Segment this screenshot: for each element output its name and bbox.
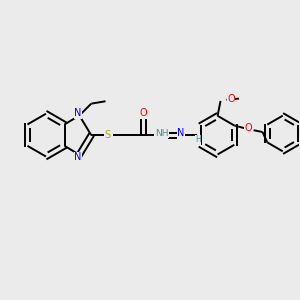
Text: N: N (74, 152, 82, 162)
Text: O: O (244, 124, 252, 134)
Text: NH: NH (155, 129, 168, 138)
Text: N: N (74, 108, 82, 118)
Text: N: N (177, 128, 184, 138)
Text: O: O (227, 94, 235, 103)
Text: H: H (195, 135, 201, 144)
Text: O: O (140, 108, 147, 118)
Text: S: S (105, 130, 111, 140)
